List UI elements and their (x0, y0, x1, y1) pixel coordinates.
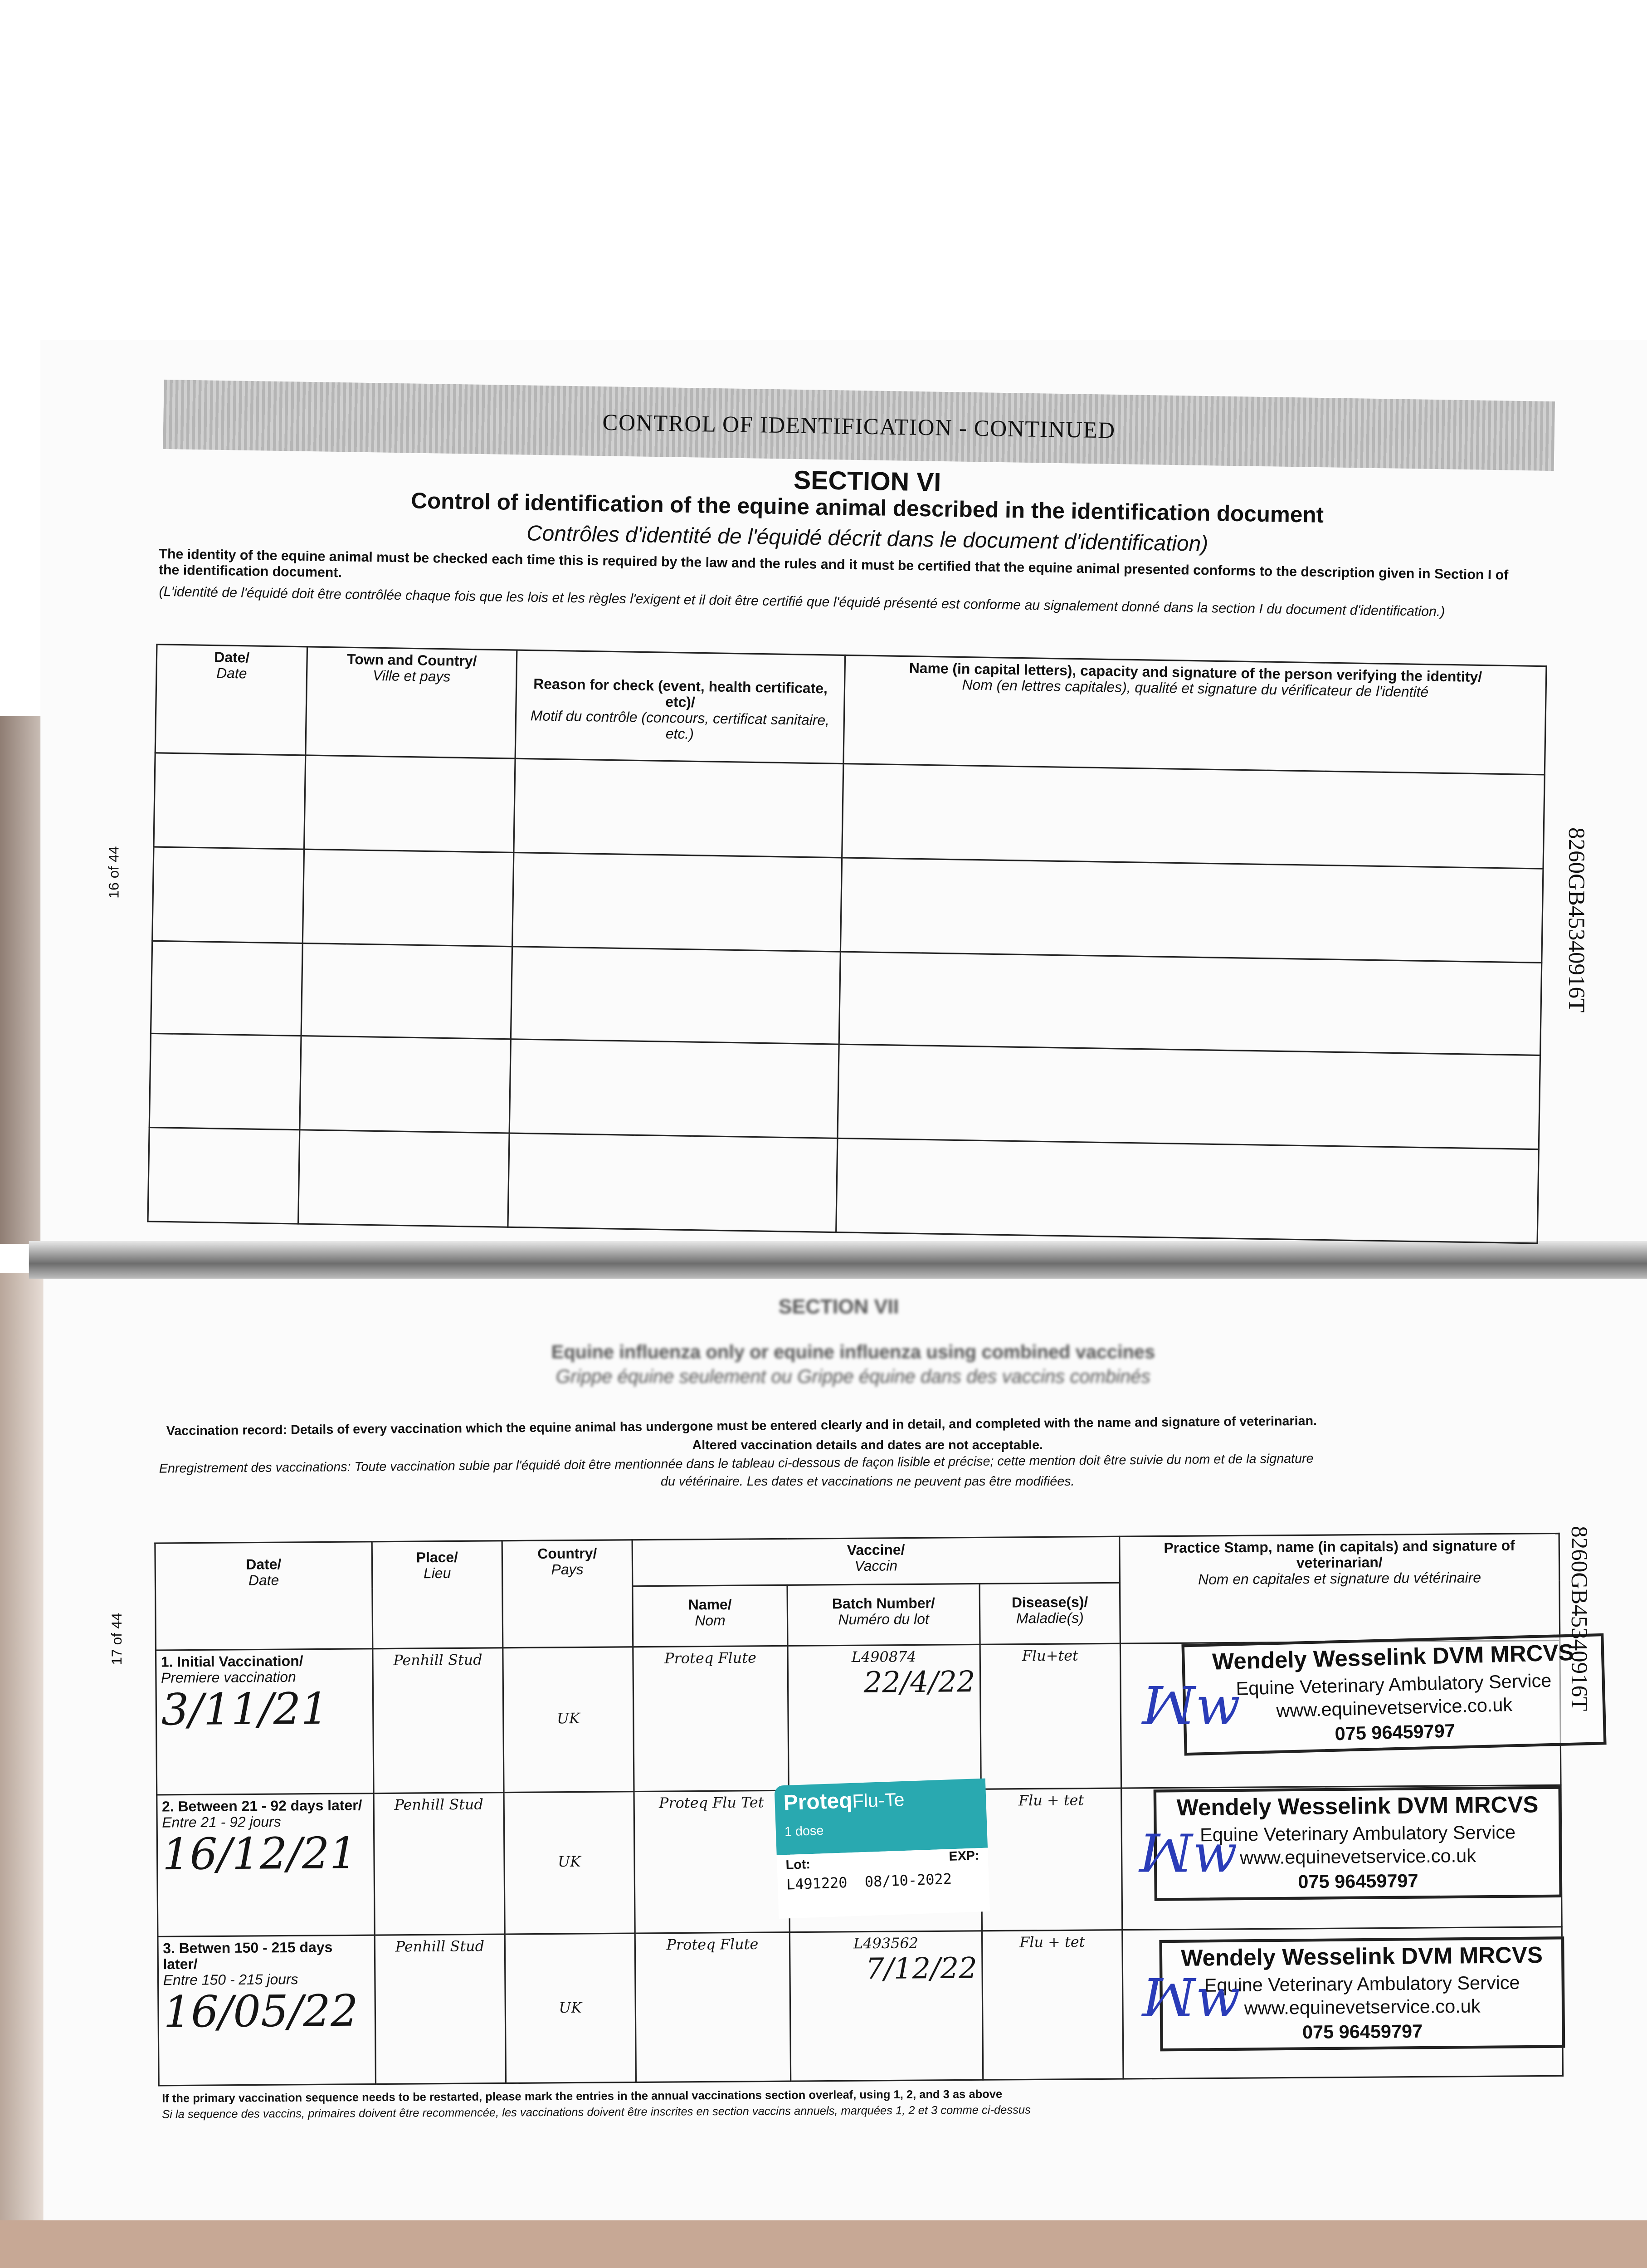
disease-cell: Flu+tet (980, 1643, 1121, 1789)
table-cell (513, 758, 843, 858)
page-number: 16 of 44 (107, 846, 123, 899)
column-header-disease: Disease(s)/Maladie(s) (979, 1583, 1121, 1645)
vet-signature: ꟽw (1139, 1825, 1238, 1885)
column-header-country: Country/Pays (502, 1540, 633, 1648)
book-cover-edge (0, 716, 41, 1244)
vet-practice-stamp: Wendely Wesselink DVM MRCVS Equine Veteri… (1181, 1633, 1607, 1755)
table-cell (837, 1045, 1540, 1150)
sticker-product: Flu-Te (852, 1788, 905, 1812)
vet-signature: ꟽw (1142, 1970, 1240, 2029)
country-cell: UK (502, 1647, 634, 1793)
vaccine-name-cell: Proteq Flute (633, 1646, 789, 1792)
place-cell: Penhill Stud (374, 1792, 505, 1936)
sticker-brand: Proteq (783, 1789, 853, 1816)
sticker-dose: 1 dose (784, 1823, 824, 1839)
page-fold (29, 1241, 1647, 1279)
sticker-exp: 08/10-2022 (864, 1872, 952, 1892)
table-cell (301, 943, 512, 1040)
instruction-text-fr-2: du vétérinaire. Les dates et vaccination… (660, 1474, 1075, 1489)
column-header-place: Place/Lieu (372, 1540, 503, 1649)
column-header-stamp: Practice Stamp, name (in capitals) and s… (1119, 1533, 1560, 1644)
column-header-verifier: Name (in capital letters), capacity and … (843, 655, 1547, 775)
table-cell (512, 852, 842, 951)
table-cell (151, 940, 303, 1036)
page-number: 17 of 44 (110, 1613, 126, 1665)
instruction-text-2: Altered vaccination details and dates ar… (692, 1437, 1043, 1452)
table-cell (507, 1133, 838, 1232)
header-bar-text: CONTROL OF IDENTIFICATION - CONTINUED (602, 411, 1116, 444)
date-cell: 1. Initial Vaccination/Premiere vaccinat… (156, 1648, 374, 1795)
table-cell (302, 849, 514, 946)
table-cell (839, 951, 1542, 1056)
sticker-header: ProteqFlu-Te 1 dose (774, 1778, 988, 1855)
table-cell (304, 755, 516, 852)
table-cell (147, 1128, 300, 1224)
table-cell (152, 846, 304, 943)
table-cell (509, 1040, 839, 1139)
column-header-reason: Reason for check (event, health certific… (515, 650, 845, 764)
column-header-name: Name/Nom (632, 1585, 788, 1647)
column-header-vaccine: Vaccine/Vaccin (632, 1536, 1120, 1586)
passport-code: 8260GB45340916T (1563, 827, 1588, 1013)
column-header-date: Date/Date (155, 644, 307, 755)
place-cell: Penhill Stud (372, 1647, 504, 1794)
vaccine-name-cell: Proteq Flu Tet (634, 1790, 790, 1934)
sticker-exp-label: EXP: (948, 1848, 980, 1864)
table-cell (511, 946, 841, 1045)
sticker-lot-label: Lot: (785, 1857, 811, 1872)
vaccine-name-cell: Proteq Flute (635, 1932, 791, 2082)
vaccine-batch-sticker: ProteqFlu-Te 1 dose Lot: EXP: L491220 08… (774, 1778, 990, 1919)
table-cell (836, 1139, 1539, 1243)
top-page (40, 340, 1647, 1244)
table-cell (840, 857, 1544, 963)
section-title: SECTION VII (778, 1294, 899, 1318)
batch-cell: L493562 7/12/22 (789, 1931, 983, 2082)
vet-signature: ꟽw (1142, 1678, 1240, 1737)
column-header-batch: Batch Number/Numéro du lot (787, 1584, 980, 1646)
page-title: Equine influenza only or equine influenz… (551, 1341, 1155, 1363)
country-cell: UK (504, 1791, 635, 1935)
place-cell: Penhill Stud (375, 1934, 506, 2084)
book-cover-edge (0, 1273, 44, 2257)
table-cell (153, 753, 306, 849)
page-title-fr: Grippe équine seulement ou Grippe équine… (555, 1365, 1150, 1388)
date-cell: 3. Betwen 150 - 215 days later/Entre 150… (157, 1935, 376, 2086)
column-header-town: Town and Country/Ville et pays (305, 646, 517, 759)
disease-cell: Flu + tet (981, 1788, 1122, 1931)
sticker-lot: L491220 (786, 1876, 848, 1894)
table-cell (149, 1034, 302, 1130)
table-cell (842, 763, 1545, 869)
country-cell: UK (505, 1933, 636, 2083)
column-header-date: Date/Date (155, 1541, 373, 1651)
table-cell (299, 1036, 511, 1134)
table-cell (298, 1130, 510, 1227)
sticker-body: Lot: EXP: L491220 08/10-2022 (776, 1848, 990, 1919)
book-cover-edge (0, 2220, 1647, 2268)
identity-check-table: Date/Date Town and Country/Ville et pays… (147, 644, 1547, 1244)
passport-code: 8260GB45340916T (1566, 1526, 1591, 1711)
date-cell: 2. Between 21 - 92 days later/Entre 21 -… (156, 1793, 375, 1937)
disease-cell: Flu + tet (982, 1930, 1124, 2080)
batch-cell: L490874 22/4/22 (787, 1644, 981, 1791)
